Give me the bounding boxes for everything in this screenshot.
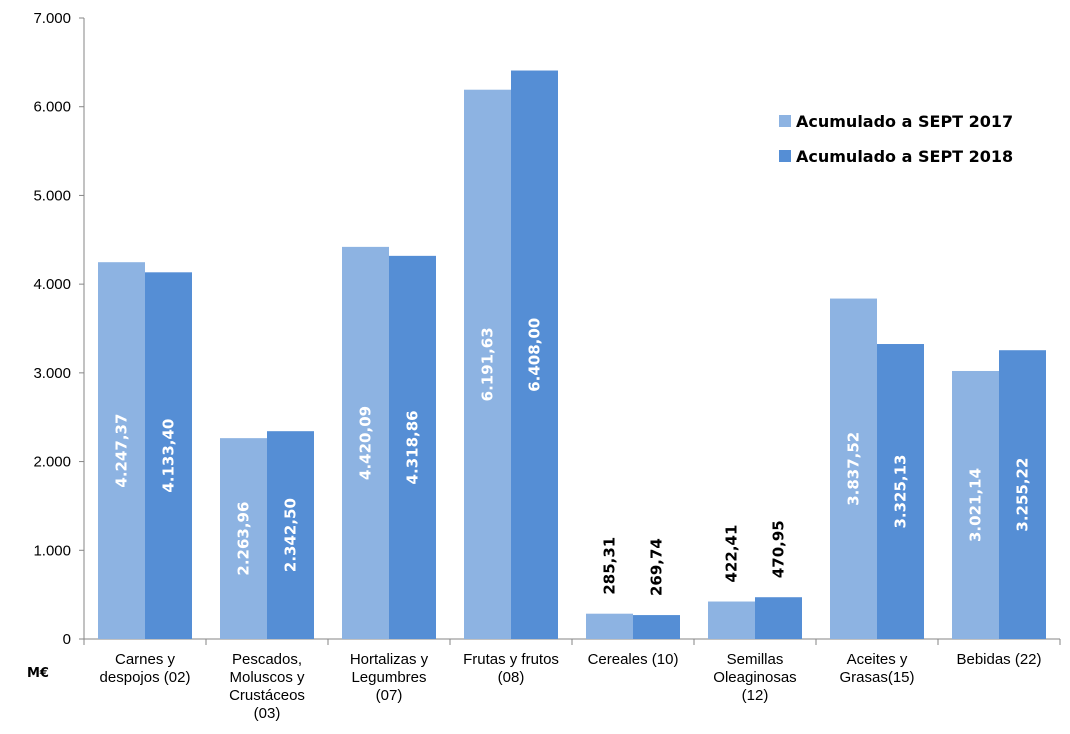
bar (98, 262, 145, 639)
data-label: 285,31 (601, 537, 619, 595)
legend-label: Acumulado a SEPT 2018 (796, 147, 1013, 166)
axes: 0 1.000 2.000 3.000 4.000 5.000 6.000 7.000 (33, 10, 1061, 648)
data-label: 470,95 (770, 520, 788, 578)
x-category-label: Pescados, Moluscos y Crustáceos (03) (229, 651, 305, 722)
bar (708, 601, 755, 639)
y-tick-label: 3.000 (33, 365, 71, 382)
bar (220, 438, 267, 639)
bar (342, 246, 389, 639)
bar (145, 272, 192, 639)
legend-label: Acumulado a SEPT 2017 (796, 112, 1013, 131)
legend-swatch (779, 115, 791, 127)
y-tick-label: 5.000 (33, 187, 71, 204)
x-category-label: Cereales (10) (588, 651, 679, 668)
data-label: 3.255,22 (1014, 458, 1032, 532)
bar (511, 70, 558, 639)
y-tick-label: 4.000 (33, 276, 71, 293)
y-tick-label: 1.000 (33, 542, 71, 559)
x-category-label: Carnes y despojos (02) (100, 651, 191, 686)
bar (586, 613, 633, 639)
data-label: 3.325,13 (892, 454, 910, 528)
bar (464, 89, 511, 639)
bar (633, 615, 680, 639)
data-label: 3.837,52 (845, 432, 863, 506)
y-tick-label: 7.000 (33, 10, 71, 27)
data-label: 422,41 (723, 525, 741, 583)
x-category-label: Frutas y frutos (08) (463, 651, 559, 686)
bars (98, 70, 1046, 640)
data-label: 2.263,96 (235, 502, 253, 576)
x-category-label: Bebidas (22) (956, 651, 1041, 668)
legend: Acumulado a SEPT 2017 Acumulado a SEPT 20… (779, 112, 1013, 166)
data-label: 6.408,00 (526, 318, 544, 392)
y-tick-label: 0 (63, 631, 71, 648)
data-label: 269,74 (648, 538, 666, 596)
data-label: 3.021,14 (967, 468, 985, 542)
data-label: 6.191,63 (479, 327, 497, 401)
bar (999, 350, 1046, 639)
data-label: 4.420,09 (357, 406, 375, 480)
bar (389, 255, 436, 640)
x-category-label: Hortalizas y Legumbres (07) (350, 651, 429, 704)
data-label: 2.342,50 (282, 498, 300, 572)
bar (830, 298, 877, 639)
data-label: 4.247,37 (113, 414, 131, 488)
data-labels: 4.247,37 4.133,40 2.263,96 2.342,50 4.420,09… (113, 318, 1032, 596)
x-category-label: Aceites y Grasas(15) (839, 651, 914, 686)
x-category-label: Semillas Oleaginosas (12) (713, 651, 796, 704)
bar (267, 431, 314, 639)
x-axis-labels: Carnes y despojos (02) Pescados, Moluscos y… (100, 651, 1042, 722)
legend-swatch (779, 150, 791, 162)
data-label: 4.133,40 (160, 419, 178, 493)
data-label: 4.318,86 (404, 410, 422, 484)
bar (755, 597, 802, 639)
y-tick-label: 2.000 (33, 454, 71, 471)
bar (952, 370, 999, 639)
unit-label: M€ (27, 666, 49, 681)
y-tick-label: 6.000 (33, 99, 71, 116)
bar (877, 344, 924, 639)
